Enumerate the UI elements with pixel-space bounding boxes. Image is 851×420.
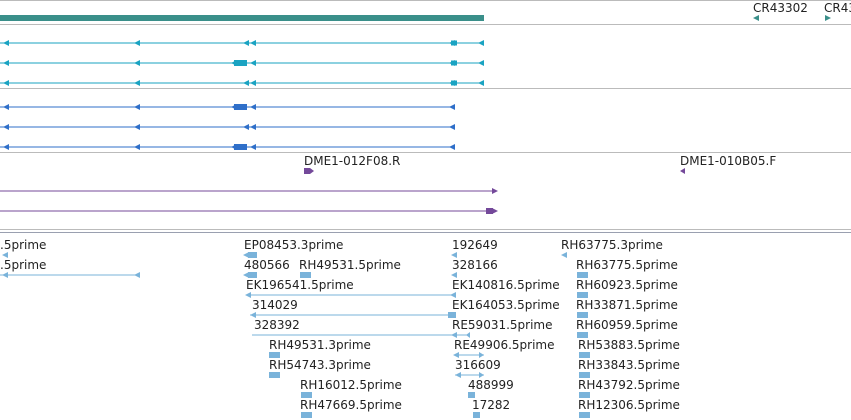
est-label[interactable]: EK196541.5prime <box>246 278 354 292</box>
gene-bar[interactable] <box>0 15 484 21</box>
est-track: .5prime .5prime EP08453.3prime 480566 RH… <box>0 238 680 418</box>
transcript-row[interactable] <box>0 80 484 86</box>
cr43-arrow-right[interactable] <box>825 15 831 21</box>
gene-label-cr43302[interactable]: CR43302 <box>753 1 808 15</box>
est-label[interactable]: 328166 <box>452 258 498 272</box>
est-label[interactable]: .5prime <box>0 258 46 272</box>
est-label[interactable]: 328392 <box>254 318 300 332</box>
est-label[interactable]: RH33871.5prime <box>576 298 678 312</box>
est-arrow[interactable] <box>2 252 8 258</box>
transcript-row[interactable] <box>0 40 484 46</box>
est-label[interactable]: RH12306.5prime <box>578 398 680 412</box>
est-block[interactable] <box>269 352 280 358</box>
est-arrow[interactable] <box>451 252 457 258</box>
est-arrow[interactable] <box>561 252 567 258</box>
est-block[interactable] <box>468 392 475 398</box>
est-alignment[interactable] <box>243 272 257 278</box>
est-block[interactable] <box>577 332 588 338</box>
est-block[interactable] <box>577 272 588 278</box>
transcript-track-blue <box>0 104 455 150</box>
est-block[interactable] <box>579 392 590 398</box>
est-label[interactable]: RH49531.5prime <box>299 258 401 272</box>
read-label-dme1-012f08[interactable]: DME1-012F08.R <box>304 154 400 168</box>
transcript-row[interactable] <box>0 60 484 66</box>
est-alignment[interactable] <box>0 272 140 278</box>
read-arrow[interactable] <box>304 168 314 174</box>
read-arrow[interactable] <box>680 168 685 174</box>
est-label[interactable]: RH54743.3prime <box>269 358 371 372</box>
est-label[interactable]: RH49531.3prime <box>269 338 371 352</box>
est-label[interactable]: 488999 <box>468 378 514 392</box>
est-alignment[interactable] <box>252 332 470 338</box>
est-block[interactable] <box>300 272 311 278</box>
est-alignment[interactable] <box>245 292 456 298</box>
est-block[interactable] <box>579 372 590 378</box>
gene-track: CR43302 CR43 <box>0 1 851 21</box>
transcript-row[interactable] <box>0 144 455 150</box>
est-alignment[interactable] <box>250 312 456 318</box>
est-label[interactable]: RH47669.5prime <box>300 398 402 412</box>
transcript-row[interactable] <box>0 124 455 130</box>
est-block[interactable] <box>269 372 280 378</box>
est-block[interactable] <box>248 252 257 258</box>
est-label[interactable]: RH60923.5prime <box>576 278 678 292</box>
est-label[interactable]: EK140816.5prime <box>452 278 560 292</box>
est-alignment[interactable] <box>455 372 484 378</box>
est-label[interactable]: RH53883.5prime <box>578 338 680 352</box>
est-label[interactable]: RH16012.5prime <box>300 378 402 392</box>
est-label[interactable]: RH33843.5prime <box>578 358 680 372</box>
est-label[interactable]: RH63775.3prime <box>561 238 663 252</box>
est-label[interactable]: 480566 <box>244 258 290 272</box>
est-label[interactable]: EK164053.5prime <box>452 298 560 312</box>
est-block[interactable] <box>579 412 590 418</box>
est-block[interactable] <box>301 412 312 418</box>
est-block[interactable] <box>473 412 480 418</box>
read-label-dme1-010b05[interactable]: DME1-010B05.F <box>680 154 776 168</box>
est-arrow[interactable] <box>243 252 249 258</box>
transcript-track-cyan <box>0 40 484 86</box>
est-alignment[interactable] <box>453 352 484 358</box>
est-block[interactable] <box>577 292 588 298</box>
est-block[interactable] <box>301 392 312 398</box>
est-label[interactable]: RH60959.5prime <box>576 318 678 332</box>
est-label[interactable]: RE49906.5prime <box>454 338 555 352</box>
gene-label-cr43[interactable]: CR43 <box>824 1 851 15</box>
est-label[interactable]: .5prime <box>0 238 46 252</box>
cr43302-arrow-left[interactable] <box>753 15 759 21</box>
est-label[interactable]: 316609 <box>455 358 501 372</box>
est-block[interactable] <box>577 312 588 318</box>
read-row[interactable] <box>0 208 498 214</box>
est-label[interactable]: 314029 <box>252 298 298 312</box>
read-track: DME1-012F08.R DME1-010B05.F <box>0 154 776 214</box>
est-label[interactable]: 17282 <box>472 398 510 412</box>
est-label[interactable]: RH63775.5prime <box>576 258 678 272</box>
est-arrow[interactable] <box>451 272 457 278</box>
read-row[interactable] <box>0 188 498 194</box>
est-label[interactable]: RH43792.5prime <box>578 378 680 392</box>
est-label[interactable]: EP08453.3prime <box>244 238 343 252</box>
est-label[interactable]: 192649 <box>452 238 498 252</box>
est-label[interactable]: RE59031.5prime <box>452 318 553 332</box>
est-block[interactable] <box>579 352 590 358</box>
transcript-row[interactable] <box>0 104 455 110</box>
